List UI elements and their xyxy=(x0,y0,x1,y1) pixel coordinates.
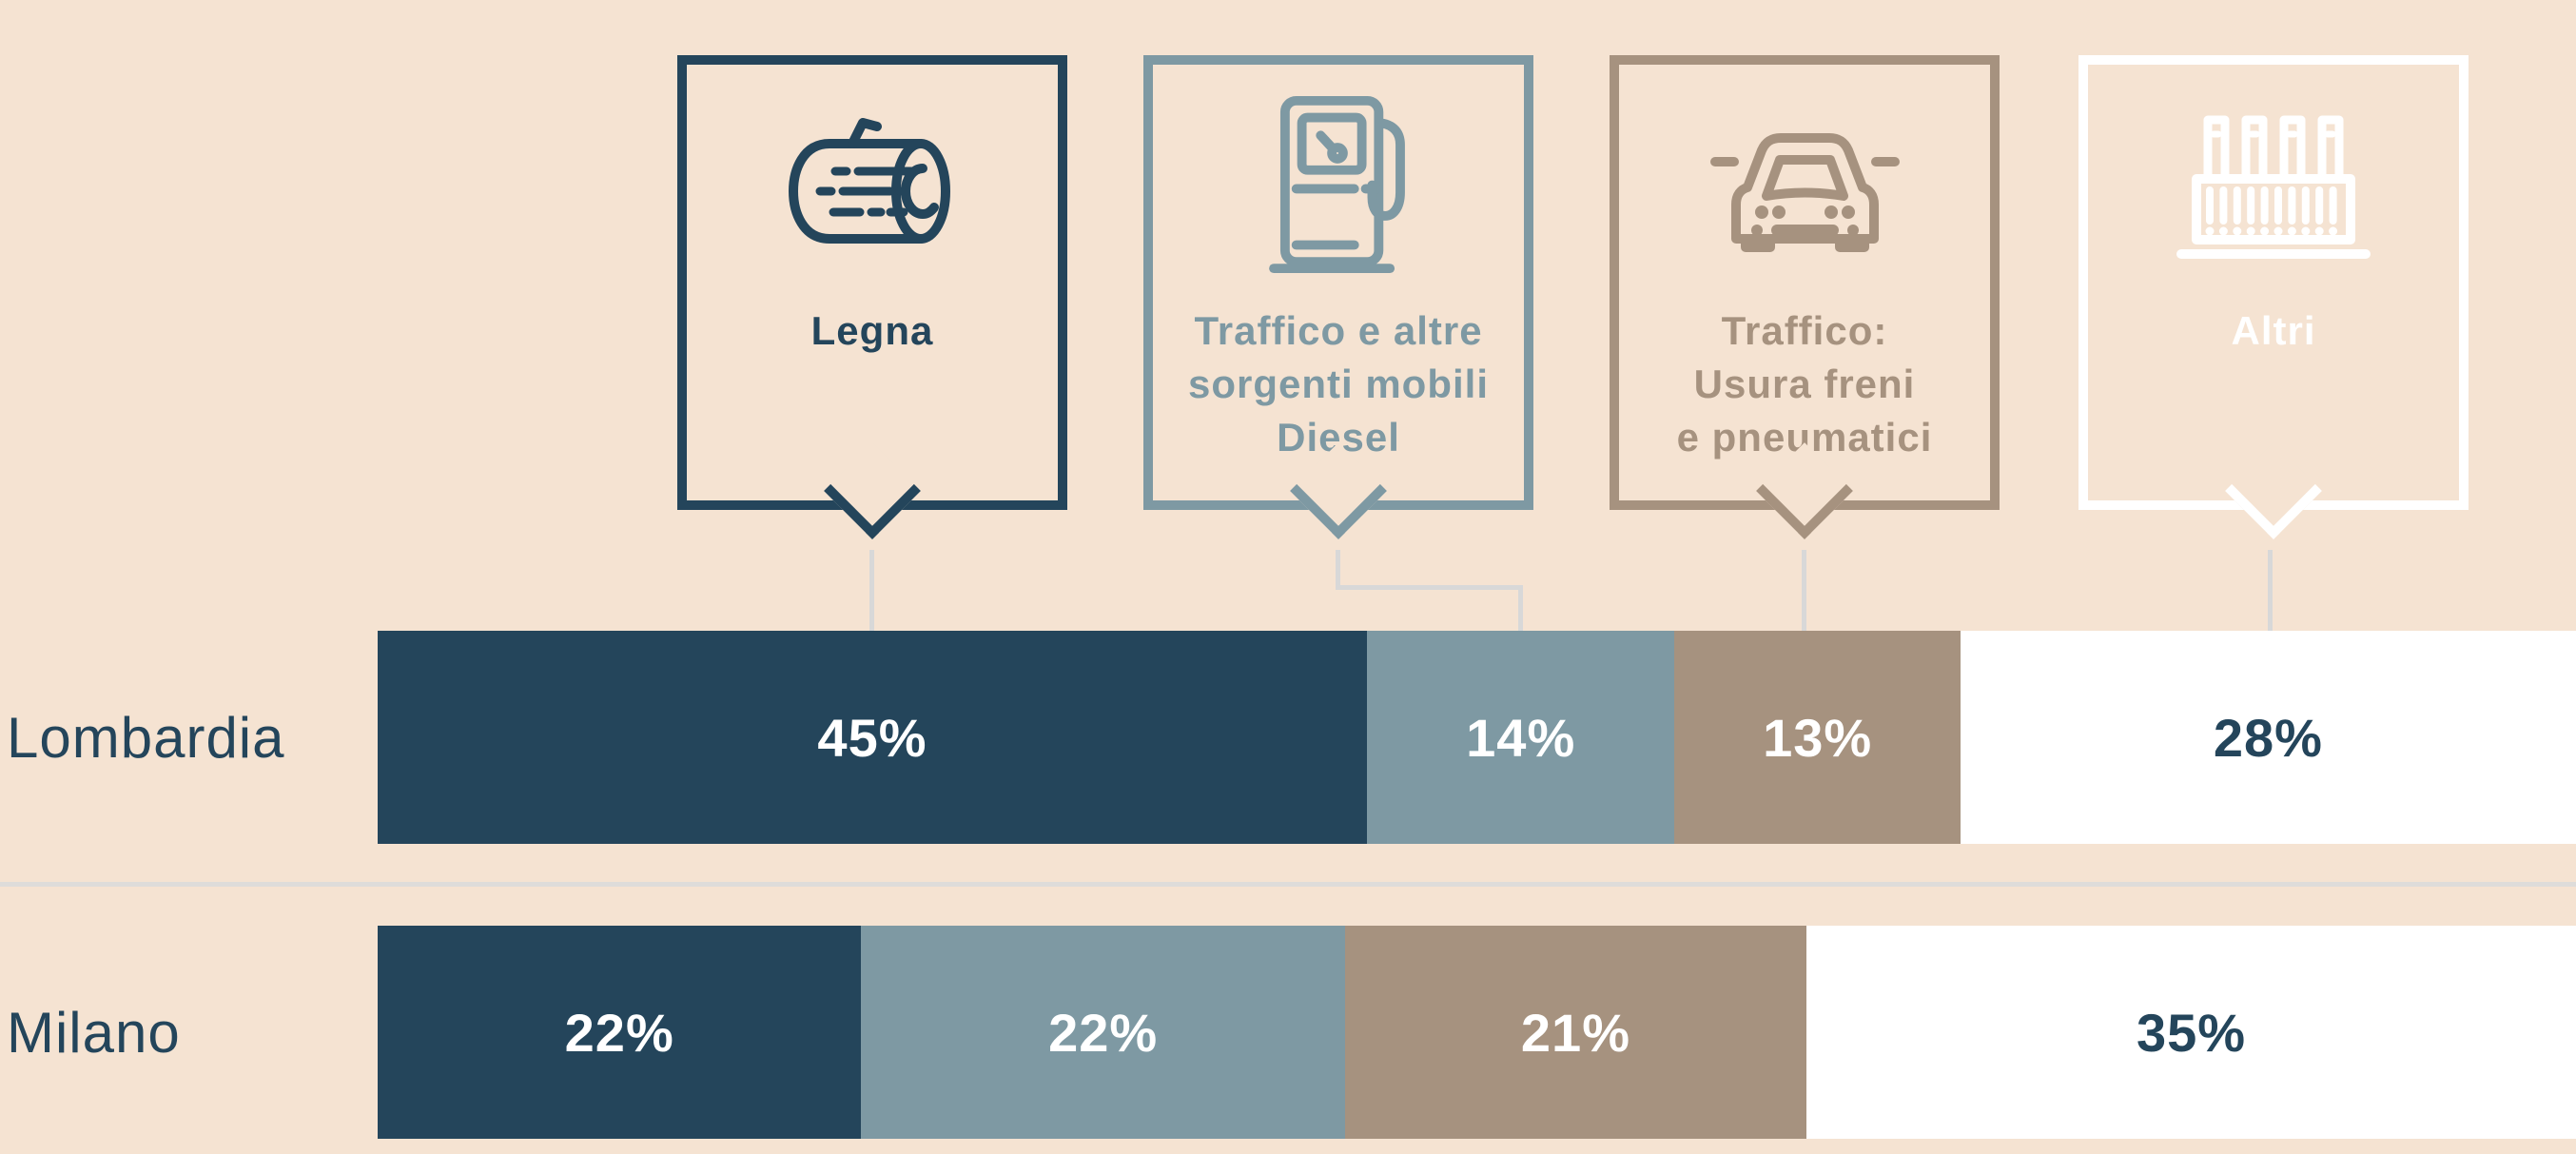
bar-milano: 22% 22% 21% 35% xyxy=(378,926,2576,1139)
connector-line-usura xyxy=(1802,550,1806,631)
bar-segment-lombardia-usura: 13% xyxy=(1674,631,1961,844)
bar-segment-lombardia-legna: 45% xyxy=(378,631,1367,844)
connector-line-altri xyxy=(2268,550,2273,631)
row-divider xyxy=(0,882,2576,887)
segment-value: 13% xyxy=(1763,707,1873,768)
legend-box-traffico-diesel: Traffico e altre sorgenti mobili Diesel xyxy=(1143,55,1533,539)
pointer-tail xyxy=(824,442,921,539)
segment-value: 14% xyxy=(1466,707,1576,768)
legend-box-legna: Legna xyxy=(677,55,1067,539)
segment-value: 35% xyxy=(2136,1002,2247,1063)
connector-line-diesel-v1 xyxy=(1336,550,1340,590)
bar-segment-milano-diesel: 22% xyxy=(861,926,1345,1139)
fuel-pump-icon xyxy=(1153,91,1524,277)
legend-label-altri: Altri xyxy=(2231,308,2316,353)
connector-line-diesel-h xyxy=(1336,585,1523,590)
row-label-milano: Milano xyxy=(7,1000,181,1065)
segment-value: 22% xyxy=(564,1002,674,1063)
segment-value: 22% xyxy=(1048,1002,1159,1063)
connector-line-legna xyxy=(869,550,874,631)
segment-value: 45% xyxy=(817,707,927,768)
bar-segment-lombardia-altri: 28% xyxy=(1960,631,2576,844)
legend-box-altri: Altri xyxy=(2078,55,2469,539)
bar-segment-milano-usura: 21% xyxy=(1344,926,1807,1139)
legend-label-traffico-diesel: Traffico e altre sorgenti mobili Diesel xyxy=(1187,308,1489,460)
pointer-tail xyxy=(2225,442,2322,539)
bar-segment-milano-altri: 35% xyxy=(1806,926,2576,1139)
segment-value: 21% xyxy=(1520,1002,1630,1063)
connector-line-diesel-v2 xyxy=(1518,585,1523,631)
bar-segment-milano-legna: 22% xyxy=(378,926,862,1139)
car-icon xyxy=(1619,91,1990,277)
bar-segment-lombardia-diesel: 14% xyxy=(1366,631,1675,844)
legend-label-traffico-usura: Traffico: Usura freni e pneumatici xyxy=(1676,308,1933,460)
log-icon xyxy=(687,91,1058,277)
legend-label-legna: Legna xyxy=(810,308,934,353)
legend-box-traffico-usura: Traffico: Usura freni e pneumatici xyxy=(1610,55,2000,539)
row-label-lombardia: Lombardia xyxy=(7,705,285,770)
segment-value: 28% xyxy=(2213,707,2323,768)
bar-lombardia: 45% 14% 13% 28% xyxy=(378,631,2576,844)
factory-icon xyxy=(2088,91,2459,277)
